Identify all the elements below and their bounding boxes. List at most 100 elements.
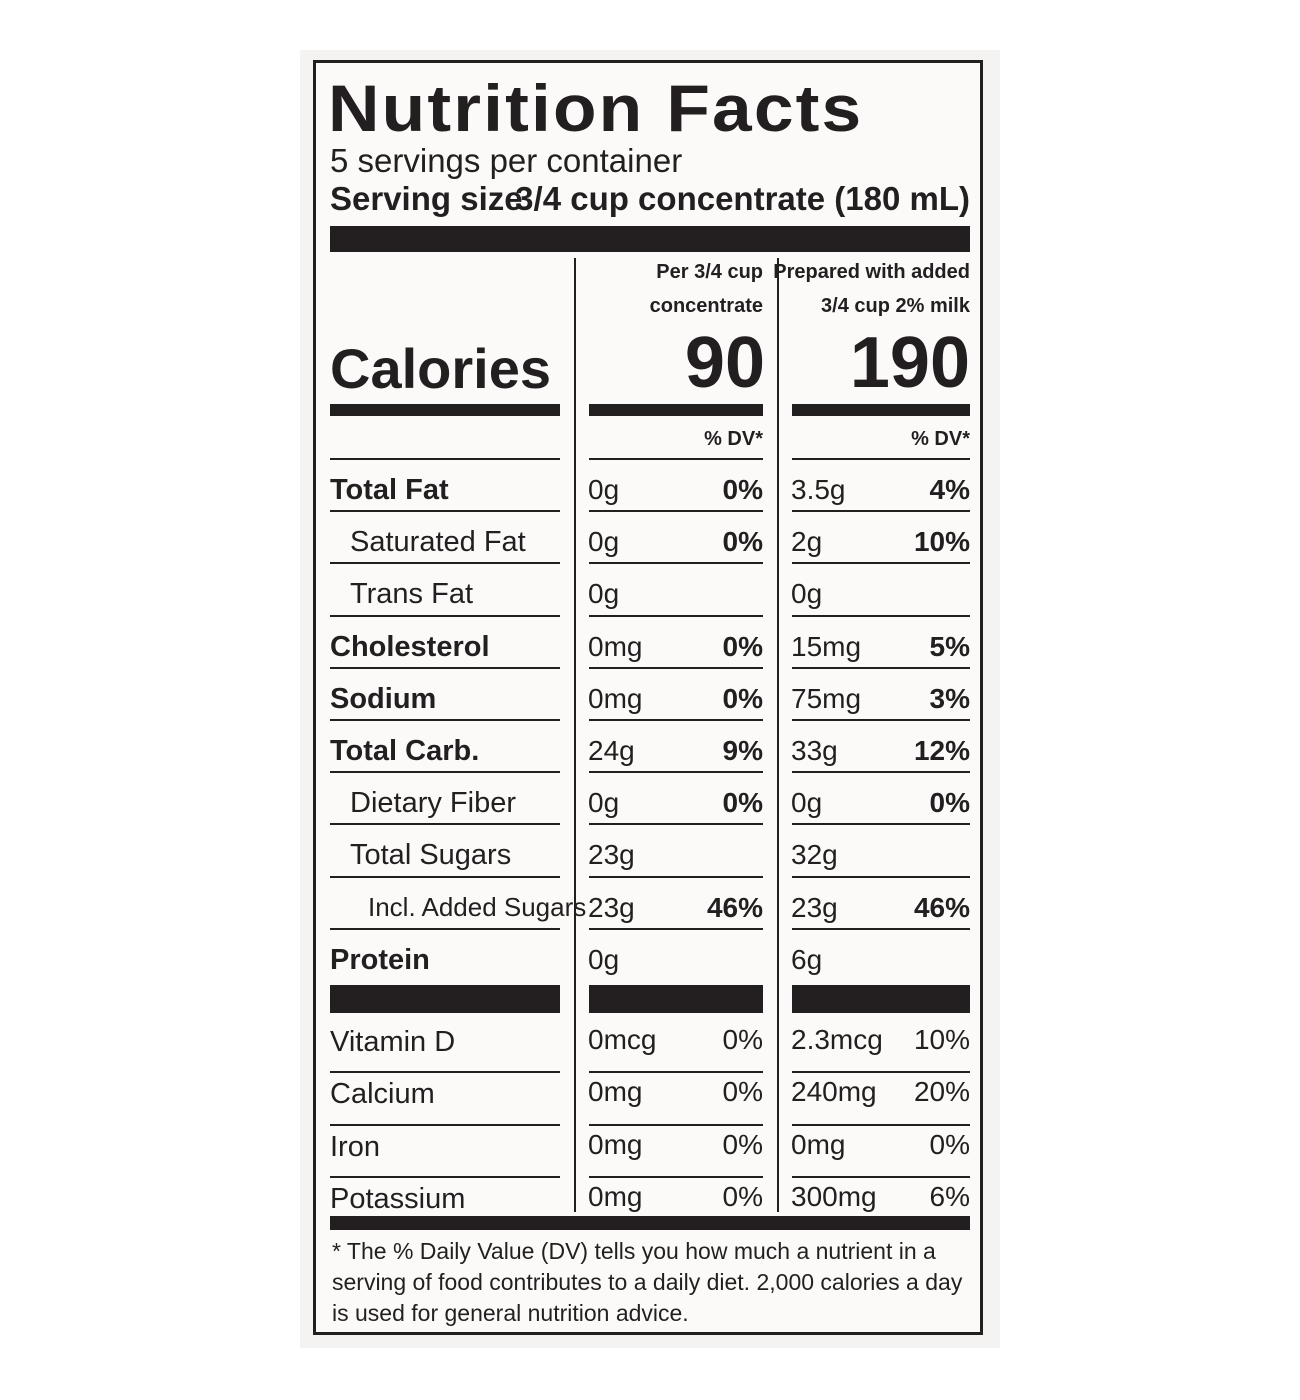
column2-header-line1: Prepared with added: [773, 261, 970, 283]
nutrient-name: Total Carb.: [330, 735, 480, 767]
column1-header-line1: Per 3/4 cup: [656, 261, 763, 283]
dv-header-column1: % DV*: [704, 428, 763, 450]
vitamin-name: Potassium: [330, 1182, 466, 1215]
nutrient-amount-column2: 6g: [791, 943, 823, 975]
nutrient-amount-column1: 0g: [588, 526, 620, 558]
nutrient-name: Trans Fat: [350, 578, 474, 611]
row-separator: [589, 1071, 763, 1074]
nutrient-dv-column1: 46%: [706, 891, 763, 923]
vitamin-name: Vitamin D: [330, 1026, 456, 1058]
row-separator: [330, 719, 560, 721]
nutrient-amount-column1: 0g: [588, 474, 620, 505]
row-separator: [792, 875, 970, 878]
nutrient-dv-column2: 5%: [929, 630, 970, 662]
row-separator: [330, 562, 560, 565]
nutrient-dv-column2: 12%: [913, 735, 970, 766]
row-separator: [589, 875, 763, 878]
bottom-bar: [330, 1216, 970, 1230]
calories-label: Calories: [330, 337, 551, 400]
vitamin-amount-column2: 2.3mcg: [791, 1024, 883, 1055]
calories-value-column2: 190: [849, 323, 970, 403]
row-separator: [792, 562, 970, 565]
nutrition-label: [313, 60, 983, 1335]
footnote: * The % Daily Value (DV) tells you how m…: [332, 1238, 963, 1326]
nutrient-name: Dietary Fiber: [350, 787, 516, 820]
nutrient-amount-column1: 0g: [588, 578, 620, 610]
row-separator: [589, 666, 763, 669]
nutrient-amount-column1: 0g: [588, 943, 620, 975]
vitamin-amount-column2: 240mg: [791, 1076, 877, 1108]
nutrient-dv-column1: 0%: [722, 630, 763, 662]
vitamin-dv-column2: 0%: [929, 1128, 970, 1160]
vitamin-dv-column1: 0%: [722, 1180, 763, 1212]
row-separator: [792, 719, 970, 721]
servings-per-container: 5 servings per container: [330, 142, 683, 179]
row-separator: [589, 562, 763, 565]
nutrient-name: Sodium: [330, 682, 437, 715]
row-separator: [330, 1071, 560, 1074]
nutrient-dv-column2: 10%: [913, 526, 970, 558]
row-separator: [330, 927, 560, 930]
nutrient-name: Protein: [330, 943, 430, 976]
nutrient-name: Incl. Added Sugars: [368, 891, 587, 922]
row-separator: [330, 458, 560, 460]
nutrient-amount-column2: 0g: [791, 578, 823, 610]
vitamin-amount-column1: 0mg: [588, 1128, 643, 1160]
vitamin-bar-name: [330, 985, 560, 1013]
column2-header-line2: 3/4 cup 2% milk: [821, 295, 970, 317]
nutrient-amount-column2: 23g: [791, 891, 838, 923]
nutrient-amount-column1: 24g: [588, 735, 635, 766]
row-separator: [589, 614, 763, 617]
serving-size-label: Serving size: [330, 180, 523, 217]
calories-value-column1: 90: [684, 323, 765, 403]
nutrient-dv-column1: 0%: [722, 474, 763, 505]
vitamin-bar-column2: [792, 985, 970, 1013]
row-separator: [589, 771, 763, 774]
column-divider-1: [574, 258, 576, 1212]
nutrient-dv-column2: 3%: [929, 682, 970, 714]
vitamin-amount-column2: 0mg: [791, 1128, 846, 1160]
row-separator: [330, 771, 560, 774]
nutrient-amount-column1: 0g: [588, 787, 620, 819]
row-separator: [792, 1175, 970, 1178]
vitamin-amount-column1: 0mg: [588, 1076, 643, 1108]
nutrient-dv-column1: 0%: [722, 787, 763, 819]
vitamin-dv-column2: 6%: [929, 1180, 970, 1212]
nutrient-amount-column2: 33g: [791, 735, 838, 766]
calories-bar-column2: [792, 404, 970, 416]
nutrient-name: Saturated Fat: [350, 526, 526, 559]
row-separator: [792, 823, 970, 826]
row-separator: [589, 1175, 763, 1178]
dv-header-column2: % DV*: [911, 428, 970, 450]
nutrient-name: Cholesterol: [330, 630, 490, 663]
column1-header-line2: concentrate: [649, 295, 763, 317]
nutrient-amount-column2: 2g: [791, 526, 823, 558]
nutrient-dv-column1: 0%: [722, 526, 763, 558]
column1-header: Per 3/4 cup concentrate: [650, 255, 763, 323]
row-separator: [792, 510, 970, 513]
vitamin-dv-column1: 0%: [722, 1076, 763, 1108]
nutrient-amount-column1: 23g: [588, 891, 635, 923]
nutrient-amount-column2: 0g: [791, 787, 823, 819]
row-separator: [330, 614, 560, 617]
row-separator: [330, 823, 560, 826]
row-separator: [589, 719, 763, 721]
vitamin-amount-column1: 0mg: [588, 1180, 643, 1212]
nutrient-dv-column2: 0%: [929, 787, 970, 819]
nutrient-amount-column2: 32g: [791, 839, 838, 871]
row-separator: [792, 1123, 970, 1126]
row-separator: [792, 771, 970, 774]
row-separator: [589, 510, 763, 513]
row-separator: [792, 666, 970, 669]
calories-bar-name: [330, 404, 560, 416]
vitamin-amount-column2: 300mg: [791, 1180, 877, 1212]
nutrient-dv-column2: 4%: [929, 474, 970, 505]
vitamin-bar-column1: [589, 985, 763, 1013]
nutrient-amount-column2: 15mg: [791, 630, 862, 662]
vitamin-dv-column1: 0%: [722, 1128, 763, 1160]
nutrient-amount-column1: 0mg: [588, 682, 643, 714]
nutrient-dv-column1: 9%: [722, 735, 763, 766]
nutrient-name: Total Sugars: [350, 839, 512, 872]
nutrient-name: Total Fat: [330, 474, 449, 506]
vitamin-name: Iron: [330, 1130, 380, 1163]
